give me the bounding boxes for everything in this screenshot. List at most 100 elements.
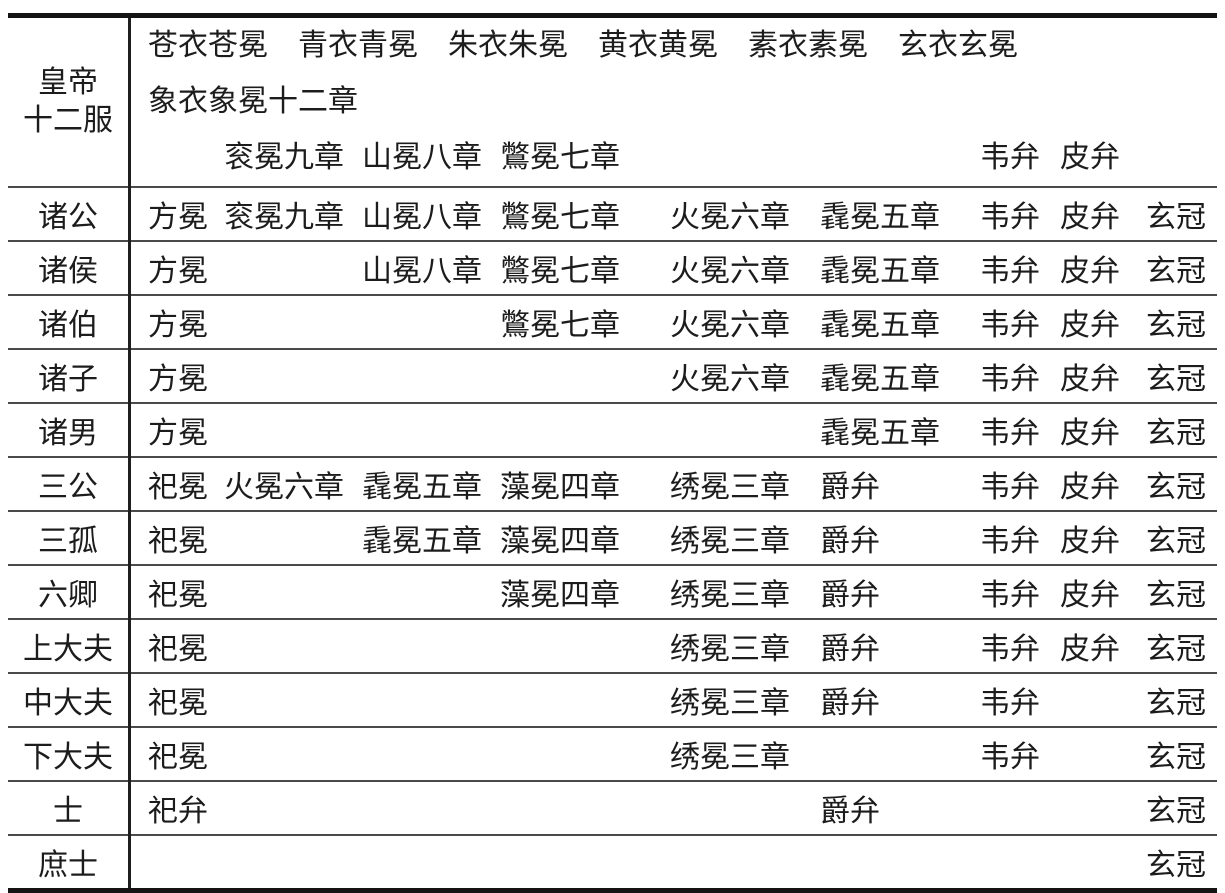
header-cell [128, 130, 220, 186]
garment-cell: 韦弁 [980, 632, 1040, 667]
garment-cell: 玄冠 [1146, 578, 1206, 613]
table-row: 中大夫 祀冕 绣冕三章 爵弁 韦弁 玄冠 [8, 674, 1217, 728]
garment-cell: 祀冕 [148, 524, 208, 559]
garment-cell: 玄冠 [1146, 200, 1206, 235]
rank-garment-table: 皇帝 十二服 苍衣苍冕 青衣青冕 朱衣朱冕 黄衣黄冕 素衣素冕 玄衣玄冕 象衣象… [8, 13, 1217, 893]
garment-cell: 火冕六章 [670, 254, 790, 289]
garment-cell: 祀冕 [148, 686, 208, 721]
header-garments-line1: 苍衣苍冕 青衣青冕 朱衣朱冕 黄衣黄冕 素衣素冕 玄衣玄冕 [148, 28, 1018, 63]
rank-cell: 上大夫 [23, 632, 113, 667]
garment-cell: 藻冕四章 [500, 524, 620, 559]
garment-cell: 玄冠 [1146, 470, 1206, 505]
garment-cell: 毳冕五章 [362, 470, 482, 505]
garment-cell: 爵弁 [820, 578, 880, 613]
garment-cell: 玄冠 [1146, 416, 1206, 451]
garment-cell: 皮弁 [1060, 254, 1120, 289]
garment-cell: 山冕八章 [362, 200, 482, 235]
garment-cell: 玄冠 [1146, 686, 1206, 721]
rank-cell: 庶士 [38, 848, 98, 883]
garment-cell: 韦弁 [980, 416, 1040, 451]
garment-cell: 韦弁 [980, 254, 1040, 289]
garment-cell: 爵弁 [820, 524, 880, 559]
garment-cell: 祀冕 [148, 470, 208, 505]
garment-cell: 玄冠 [1146, 362, 1206, 397]
table-top-border [8, 13, 1217, 18]
rank-cell: 士 [53, 794, 83, 829]
table-header: 皇帝 十二服 苍衣苍冕 青衣青冕 朱衣朱冕 黄衣黄冕 素衣素冕 玄衣玄冕 象衣象… [8, 18, 1217, 188]
garment-cell: 玄冠 [1146, 632, 1206, 667]
garment-cell: 祀冕 [148, 578, 208, 613]
table-row: 三公 祀冕 火冕六章 毳冕五章 藻冕四章 绣冕三章 爵弁 韦弁 皮弁 玄冠 [8, 458, 1217, 512]
rank-cell: 三孤 [38, 524, 98, 559]
garment-cell: 毳冕五章 [362, 524, 482, 559]
table-bottom-border [8, 888, 1217, 893]
garment-cell: 祀冕 [148, 632, 208, 667]
table-row: 诸公 方冕 衮冕九章 山冕八章 鷩冕七章 火冕六章 毳冕五章 韦弁 皮弁 玄冠 [8, 188, 1217, 242]
garment-cell: 皮弁 [1060, 524, 1120, 559]
header-emperor-garments: 苍衣苍冕 青衣青冕 朱衣朱冕 黄衣黄冕 素衣素冕 玄衣玄冕 象衣象冕十二章 衮冕… [128, 18, 1217, 186]
header-cell [666, 130, 816, 186]
garment-cell: 火冕六章 [670, 362, 790, 397]
header-cell: 鷩冕七章 [500, 140, 620, 175]
header-garments-line3: 衮冕九章 山冕八章 鷩冕七章 韦弁 皮弁 [128, 130, 1217, 186]
garment-cell: 韦弁 [980, 362, 1040, 397]
table-row: 诸男 方冕 毳冕五章 韦弁 皮弁 玄冠 [8, 404, 1217, 458]
header-cell [1142, 130, 1217, 186]
garment-cell: 皮弁 [1060, 416, 1120, 451]
garment-cell: 皮弁 [1060, 578, 1120, 613]
garment-cell: 绣冕三章 [670, 578, 790, 613]
garment-cell: 鷩冕七章 [500, 254, 620, 289]
garment-cell: 韦弁 [980, 524, 1040, 559]
scanned-table-page: { "table": { "header": { "rank_line1": "… [8, 13, 1217, 893]
table-row: 六卿 祀冕 藻冕四章 绣冕三章 爵弁 韦弁 皮弁 玄冠 [8, 566, 1217, 620]
garment-cell: 方冕 [148, 254, 208, 289]
garment-cell: 皮弁 [1060, 308, 1120, 343]
header-rank-line1: 皇帝 [38, 65, 98, 100]
table-row: 下大夫 祀冕 绣冕三章 韦弁 玄冠 [8, 728, 1217, 782]
garment-cell: 火冕六章 [224, 470, 344, 505]
table-row: 三孤 祀冕 毳冕五章 藻冕四章 绣冕三章 爵弁 韦弁 皮弁 玄冠 [8, 512, 1217, 566]
garment-cell: 绣冕三章 [670, 470, 790, 505]
rank-cell: 中大夫 [23, 686, 113, 721]
garment-cell: 玄冠 [1146, 308, 1206, 343]
garment-cell: 藻冕四章 [500, 578, 620, 613]
garment-cell: 绣冕三章 [670, 686, 790, 721]
garment-cell: 毳冕五章 [820, 362, 940, 397]
garment-cell: 衮冕九章 [224, 200, 344, 235]
header-cell [816, 130, 976, 186]
garment-cell: 玄冠 [1146, 740, 1206, 775]
garment-cell: 皮弁 [1060, 200, 1120, 235]
header-cell: 山冕八章 [362, 140, 482, 175]
garment-cell: 毳冕五章 [820, 416, 940, 451]
table-row: 诸伯 方冕 鷩冕七章 火冕六章 毳冕五章 韦弁 皮弁 玄冠 [8, 296, 1217, 350]
garment-cell: 玄冠 [1146, 524, 1206, 559]
garment-cell: 绣冕三章 [670, 632, 790, 667]
header-garments-line2: 象衣象冕十二章 [148, 84, 358, 119]
garment-cell: 绣冕三章 [670, 740, 790, 775]
table-row: 士 祀弁 爵弁 玄冠 [8, 782, 1217, 836]
garment-cell: 火冕六章 [670, 200, 790, 235]
rank-cell: 三公 [38, 470, 98, 505]
rank-cell: 诸侯 [38, 254, 98, 289]
garment-cell: 玄冠 [1146, 254, 1206, 289]
table-row: 诸子 方冕 火冕六章 毳冕五章 韦弁 皮弁 玄冠 [8, 350, 1217, 404]
garment-cell: 绣冕三章 [670, 524, 790, 559]
rank-cell: 诸男 [38, 416, 98, 451]
rank-cell: 六卿 [38, 578, 98, 613]
garment-cell: 藻冕四章 [500, 470, 620, 505]
header-rank-label: 皇帝 十二服 [8, 18, 128, 186]
garment-cell: 爵弁 [820, 794, 880, 829]
garment-cell: 韦弁 [980, 740, 1040, 775]
garment-cell: 毳冕五章 [820, 200, 940, 235]
garment-cell: 毳冕五章 [820, 254, 940, 289]
table-body: 诸公 方冕 衮冕九章 山冕八章 鷩冕七章 火冕六章 毳冕五章 韦弁 皮弁 玄冠 … [8, 188, 1217, 888]
rank-cell: 诸公 [38, 200, 98, 235]
rank-cell: 下大夫 [23, 740, 113, 775]
garment-cell: 皮弁 [1060, 470, 1120, 505]
garment-cell: 方冕 [148, 362, 208, 397]
garment-cell: 韦弁 [980, 470, 1040, 505]
garment-cell: 鷩冕七章 [500, 308, 620, 343]
garment-cell: 山冕八章 [362, 254, 482, 289]
header-rank-line2: 十二服 [23, 103, 113, 138]
garment-cell: 韦弁 [980, 308, 1040, 343]
